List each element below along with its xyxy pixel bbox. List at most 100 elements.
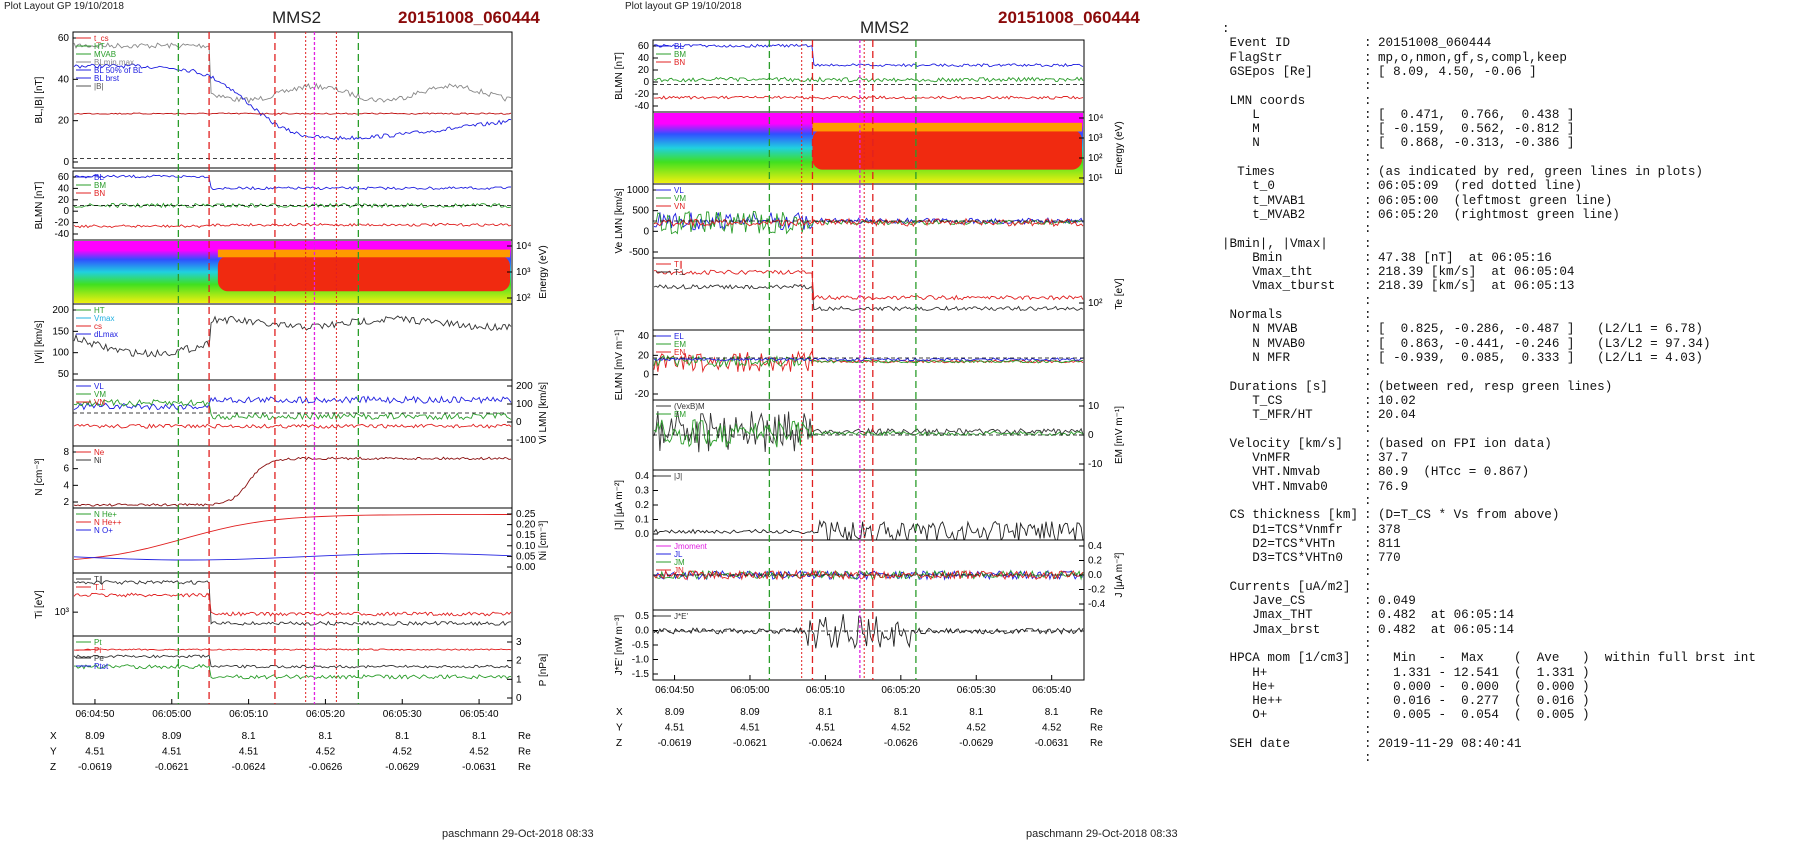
legend-label: Jmoment: [674, 542, 708, 551]
orbit-unit: Re: [518, 762, 531, 773]
info-value: [ 8.09, 4.50, -0.06 ]: [1378, 64, 1537, 79]
panel-frame: [72, 507, 513, 574]
spectrogram-hot-band: [217, 256, 510, 292]
y-axis-label: ELMN [mV m⁻¹]: [614, 329, 625, 400]
info-key: VHT.Nmvab: [1222, 465, 1321, 480]
info-key: D2=TCS*VHTn: [1222, 536, 1336, 551]
legend-label: MVAB: [94, 50, 116, 59]
y-axis-right-label: P [nPa]: [538, 653, 549, 686]
legend-label: BL: [94, 173, 104, 182]
trace-0: [73, 42, 512, 104]
info-key: T_MFR/HT: [1222, 408, 1313, 423]
orbit-value: 8.09: [665, 707, 685, 718]
info-colon: :: [1364, 365, 1372, 380]
trace-1: [73, 202, 512, 209]
info-colon: :: [1364, 222, 1372, 237]
orbit-value: 4.52: [316, 747, 336, 758]
legend-label: (VexB)M: [674, 402, 705, 411]
ytick-label: 20: [58, 116, 70, 127]
ytick-label: 0: [643, 226, 649, 237]
ytick-label: 150: [52, 326, 69, 337]
ytick-label: 0: [63, 157, 69, 168]
info-value: 06:05:20 (rightmost green line): [1378, 207, 1620, 222]
legend-label: Pt: [94, 638, 102, 647]
info-colon: :: [1364, 93, 1372, 108]
ytick-label: 0: [63, 206, 69, 217]
legend-label: N He++: [94, 518, 122, 527]
xtick-label: 06:04:50: [75, 709, 114, 720]
info-colon: :: [1364, 679, 1372, 694]
info-colon: :: [1364, 622, 1372, 637]
ytick-label: 0.5: [635, 611, 649, 622]
ytick-label: 60: [638, 41, 650, 52]
info-value: (as indicated by red, green lines in plo…: [1378, 165, 1703, 179]
ytick-label: 40: [638, 331, 650, 342]
ytick-right-label: 0.15: [516, 530, 536, 541]
y-axis-label: BL,|B| [nT]: [34, 76, 45, 123]
ytick-label: 20: [638, 350, 650, 361]
info-value: [ 0.471, 0.766, 0.438 ]: [1378, 107, 1575, 122]
spectrogram-band: [812, 122, 1082, 132]
legend-label: BLmin,max: [94, 58, 134, 67]
info-key: |Bmin|, |Vmax|: [1222, 236, 1328, 251]
info-key: SEH date: [1222, 737, 1291, 751]
info-key: O+: [1222, 708, 1268, 723]
xtick-label: 06:05:00: [731, 685, 770, 696]
info-colon: :: [1364, 594, 1372, 608]
trace-0: [653, 614, 1084, 650]
info-key: N: [1222, 136, 1260, 151]
orbit-unit: Re: [518, 747, 531, 758]
ytick-right-label: 10: [1088, 401, 1100, 412]
ytick-label: 0.3: [635, 486, 649, 497]
info-value: 0.005 - 0.054 ( 0.005 ): [1378, 708, 1590, 723]
trace-2: [654, 95, 1084, 100]
ytick-right-label: 10⁴: [516, 241, 531, 252]
trace-0: [73, 648, 512, 651]
info-colon: :: [1364, 436, 1372, 451]
info-value: [ 0.868, -0.313, -0.386 ]: [1378, 136, 1575, 151]
orbit-value: -0.0624: [808, 738, 842, 749]
orbit-value: 8.09: [740, 707, 760, 718]
trace-0: [73, 514, 511, 561]
info-key: H+: [1222, 665, 1268, 680]
orbit-value: 4.51: [239, 747, 259, 758]
info-colon: :: [1364, 551, 1372, 566]
info-colon: :: [1364, 508, 1372, 523]
ytick-label: 8: [63, 447, 69, 458]
trace-2: [653, 217, 1084, 228]
left-plot-title: MMS2: [272, 8, 322, 27]
info-colon: :: [1364, 708, 1372, 723]
panel-frame: [652, 257, 1085, 331]
trace-1: [73, 553, 512, 561]
panel-frame: [652, 39, 1085, 113]
info-value: 0.482 at 06:05:14: [1378, 622, 1515, 637]
info-key: CS thickness [km]: [1222, 508, 1359, 523]
legend-label: BN: [674, 58, 685, 67]
ytick-label: 10³: [55, 607, 70, 618]
info-value: 76.9: [1378, 479, 1409, 494]
info-key: GSEpos [Re]: [1222, 64, 1313, 79]
right-plot-title: MMS2: [860, 18, 910, 37]
orbit-value: 8.1: [818, 707, 832, 718]
xtick-label: 06:05:10: [806, 685, 845, 696]
info-key: Jmax_THT: [1222, 608, 1313, 623]
info-key: t_0: [1222, 179, 1275, 194]
trace-0: [654, 269, 1084, 301]
info-value: [ 0.863, -0.441, -0.246 ] (L3/L2 = 97.34…: [1378, 336, 1711, 351]
orbit-value: 8.1: [1045, 707, 1059, 718]
ytick-label: 20: [638, 65, 650, 76]
trace-1: [653, 354, 1084, 369]
spectrogram-hot-band: [812, 130, 1082, 170]
ytick-label: 0.0: [635, 626, 649, 637]
trace-0: [653, 519, 1084, 544]
info-value: 1.331 - 12.541 ( 1.331 ): [1378, 665, 1590, 680]
orbit-row-label: Z: [50, 762, 56, 773]
right-plot-header: Plot layout GP 19/10/2018: [625, 1, 742, 12]
info-value: 811: [1378, 536, 1401, 551]
trace-2: [653, 357, 1084, 362]
legend-label: VN: [94, 398, 105, 407]
ytick-right-label: 10²: [1088, 298, 1103, 309]
legend-label: t_cs: [94, 34, 109, 43]
info-value: 2019-11-29 08:40:41: [1378, 737, 1522, 751]
ytick-right-label: 1: [516, 674, 522, 685]
